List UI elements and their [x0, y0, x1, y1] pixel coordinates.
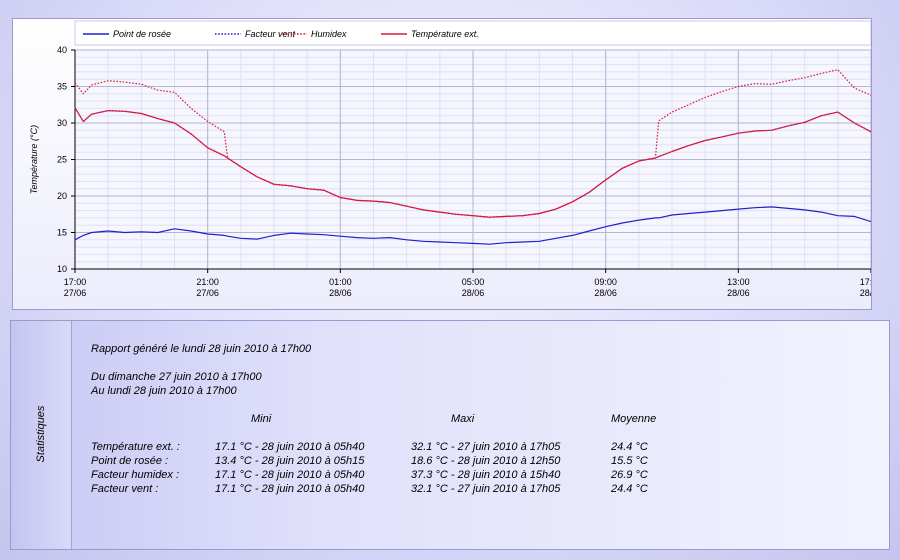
x-tick-label-date: 27/06 [64, 288, 87, 298]
x-tick-label-date: 27/06 [196, 288, 219, 298]
y-tick-label: 40 [57, 45, 67, 55]
stats-row-avg: 15.5 °C [611, 455, 648, 467]
legend-label: Point de rosée [113, 29, 171, 39]
stats-row-avg: 26.9 °C [611, 469, 648, 481]
statistics-sidebar: Statistiques [11, 321, 72, 549]
x-tick-label-time: 09:00 [594, 277, 617, 287]
stats-row-mini: 17.1 °C - 28 juin 2010 à 05h40 [215, 441, 365, 453]
stats-row-label: Point de rosée : [91, 455, 169, 467]
x-tick-label-date: 28/06 [860, 288, 871, 298]
statistics-panel: Statistiques Rapport généré le lundi 28 … [10, 320, 890, 550]
chart-panel: 10 15 20 25 30 35 40 17:00 27/06 21:00 27/06 01:00 2… [12, 18, 872, 310]
statistics-title: Statistiques [35, 405, 47, 463]
x-tick-label-time: 05:00 [462, 277, 485, 287]
y-axis-label: Température (°C) [29, 125, 39, 194]
period-to-line: Au lundi 28 juin 2010 à 17h00 [91, 385, 237, 397]
temperature-chart: 1015202530354017:0027/0621:0027/0601:002… [29, 20, 871, 298]
x-tick-label-date: 28/06 [462, 288, 485, 298]
legend-label: Humidex [311, 29, 347, 39]
stats-row-avg: 24.4 °C [611, 483, 648, 495]
stats-row-label: Température ext. : [91, 441, 180, 453]
header-maxi: Maxi [451, 413, 475, 425]
x-tick-label-time: 17:00 [860, 277, 871, 287]
y-tick-label: 10 [57, 264, 67, 274]
period-from-line: Du dimanche 27 juin 2010 à 17h00 [91, 371, 262, 383]
stats-row-label: Facteur humidex : [91, 469, 180, 481]
stats-row-avg: 24.4 °C [611, 441, 648, 453]
y-tick-label: 15 [57, 228, 67, 238]
x-tick-label-date: 28/06 [727, 288, 750, 298]
y-tick-label: 30 [57, 118, 67, 128]
x-tick-label-time: 17:00 [64, 277, 87, 287]
header-moyenne: Moyenne [611, 413, 657, 425]
x-tick-label-time: 21:00 [196, 277, 219, 287]
legend-label: Facteur vent [245, 29, 296, 39]
stats-row-maxi: 32.1 °C - 27 juin 2010 à 17h05 [411, 441, 561, 453]
series-line [74, 206, 871, 245]
stats-row-maxi: 18.6 °C - 28 juin 2010 à 12h50 [411, 455, 561, 467]
header-mini: Mini [251, 413, 272, 425]
stats-row-mini: 17.1 °C - 28 juin 2010 à 05h40 [215, 469, 365, 481]
legend-box [74, 20, 871, 46]
series-line [74, 69, 871, 218]
x-tick-label-time: 13:00 [727, 277, 750, 287]
x-tick-label-date: 28/06 [594, 288, 617, 298]
stats-row-label: Facteur vent : [91, 483, 159, 495]
x-tick-label-date: 28/06 [329, 288, 352, 298]
stats-row-maxi: 32.1 °C - 27 juin 2010 à 17h05 [411, 483, 561, 495]
legend-label: Température ext. [411, 29, 479, 39]
y-tick-label: 35 [57, 82, 67, 92]
stats-row-mini: 17.1 °C - 28 juin 2010 à 05h40 [215, 483, 365, 495]
stats-row-mini: 13.4 °C - 28 juin 2010 à 05h15 [215, 455, 365, 467]
x-tick-label-time: 01:00 [329, 277, 352, 287]
report-generated-line: Rapport généré le lundi 28 juin 2010 à 1… [91, 343, 312, 355]
y-tick-label: 25 [57, 155, 67, 165]
y-tick-label: 20 [57, 191, 67, 201]
stats-row-maxi: 37.3 °C - 28 juin 2010 à 15h40 [411, 469, 561, 481]
